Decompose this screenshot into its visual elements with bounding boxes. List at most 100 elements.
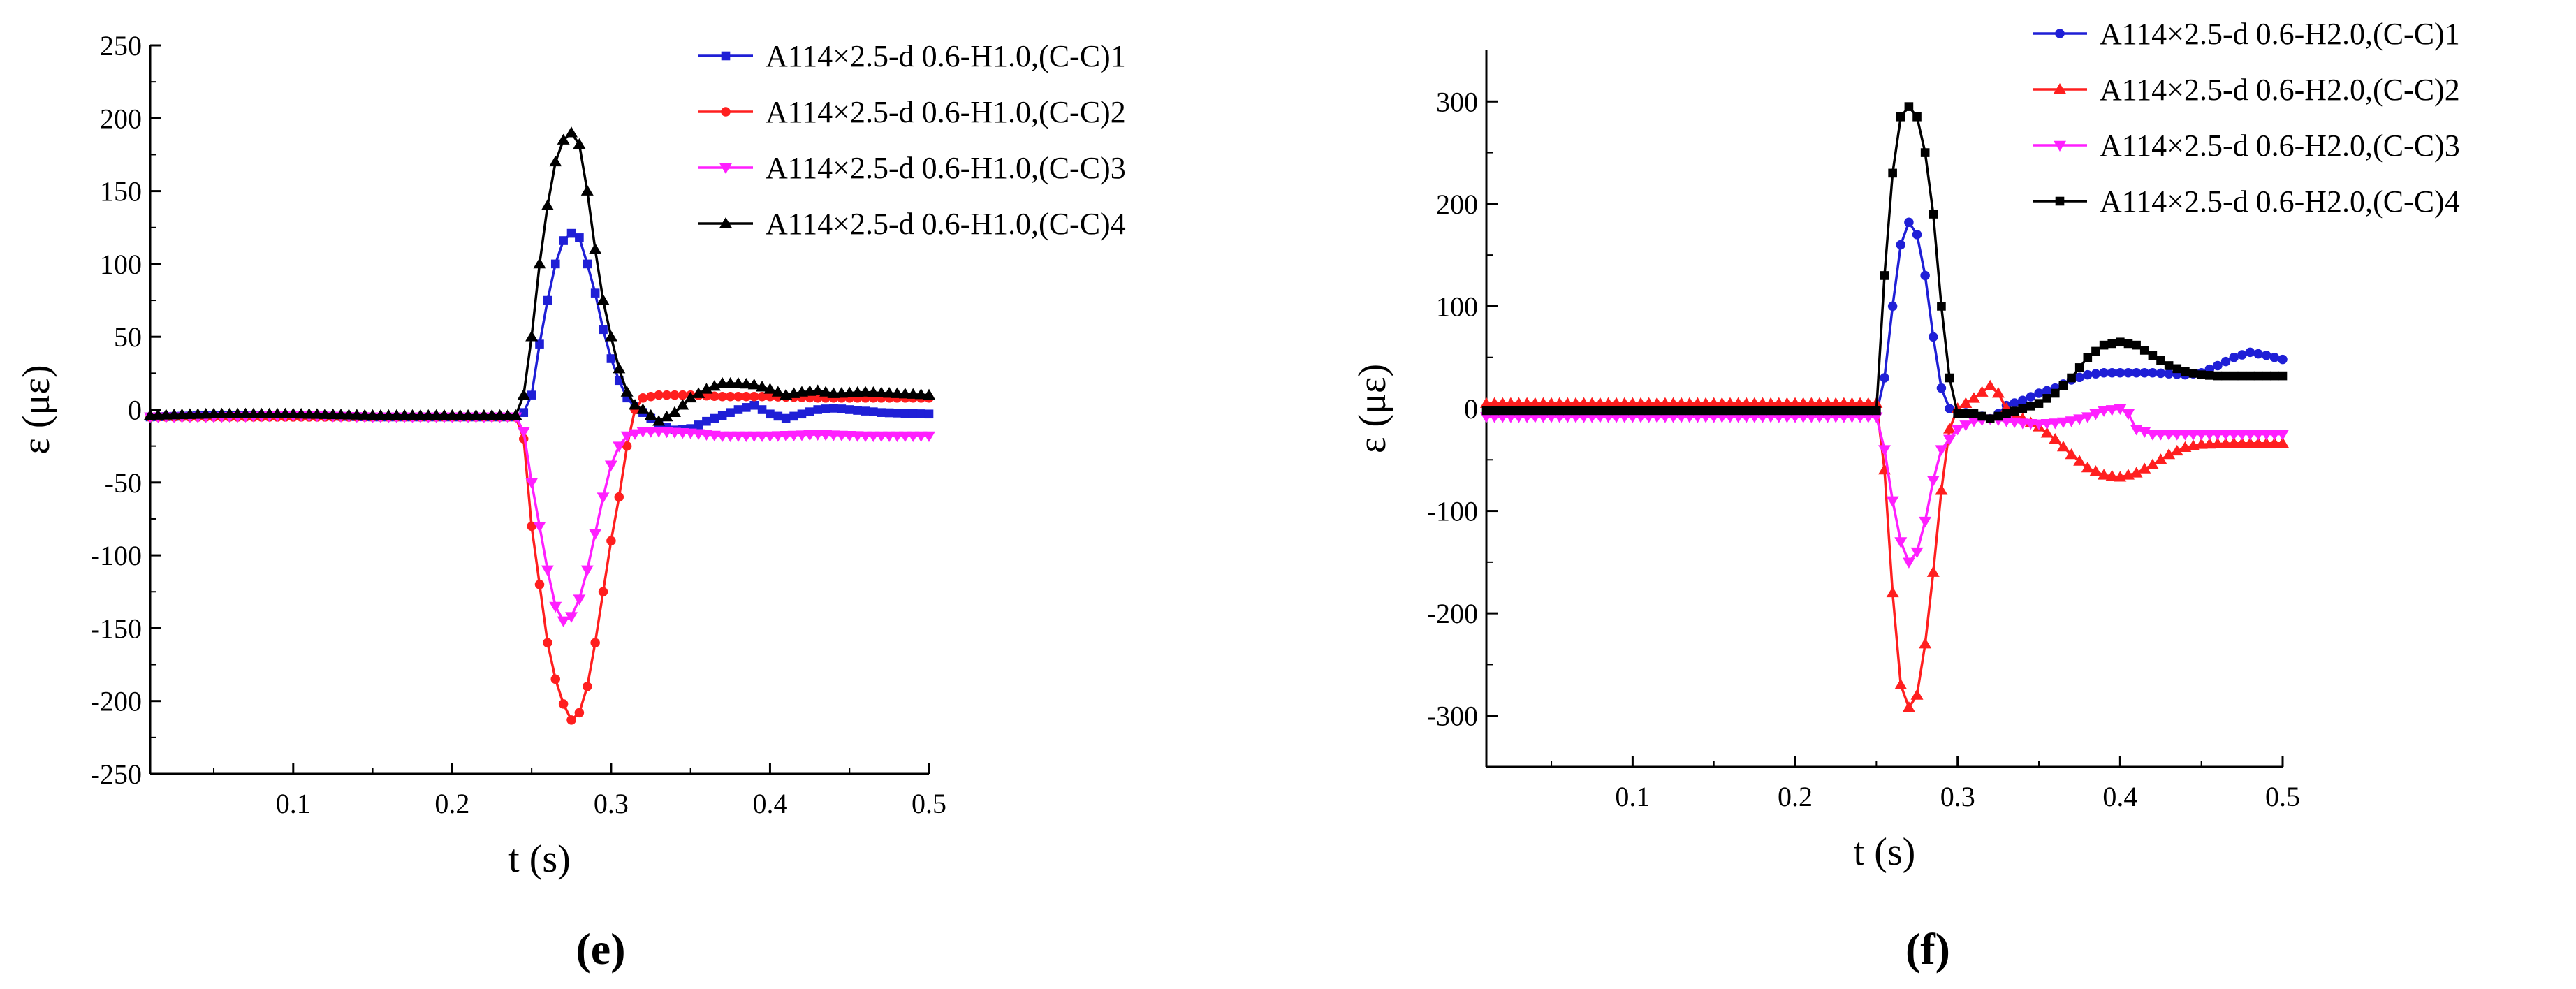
- data-point: [1926, 566, 1940, 577]
- data-point: [1496, 397, 1509, 408]
- data-point: [606, 354, 616, 363]
- data-point: [1480, 397, 1493, 408]
- data-point: [326, 408, 339, 420]
- y-tick-label: 50: [114, 321, 142, 353]
- data-point: [2083, 353, 2093, 362]
- data-point: [638, 393, 648, 403]
- y-tick-label: 150: [100, 176, 142, 207]
- data-point: [1488, 412, 1501, 423]
- data-point: [1861, 412, 1875, 423]
- x-tick-label: 0.3: [594, 788, 629, 819]
- data-point: [485, 409, 499, 420]
- data-point: [1699, 412, 1713, 423]
- data-point: [1480, 412, 1493, 423]
- data-point: [1790, 406, 1800, 416]
- legend-entry-4: A114×2.5-d 0.6-H2.0,(C-C)4: [2033, 184, 2460, 219]
- data-point: [1789, 412, 1802, 423]
- data-point: [2074, 372, 2084, 383]
- data-point: [2091, 369, 2101, 379]
- y-tick-label: 0: [128, 395, 142, 426]
- data-point: [717, 391, 727, 402]
- data-point: [2162, 448, 2176, 460]
- data-point: [2220, 356, 2231, 367]
- legend-marker: [2055, 29, 2065, 38]
- data-point: [2010, 406, 2019, 416]
- data-point: [716, 376, 729, 388]
- data-point: [1699, 397, 1713, 408]
- data-point: [2089, 409, 2102, 420]
- data-point: [773, 411, 783, 421]
- data-point: [914, 431, 928, 443]
- data-point: [1715, 412, 1729, 423]
- data-point: [1821, 412, 1834, 423]
- data-point: [716, 431, 729, 443]
- data-point: [1919, 516, 1932, 528]
- data-point: [731, 431, 745, 443]
- data-point: [1644, 406, 1653, 416]
- legend-entry-1: A114×2.5-d 0.6-H2.0,(C-C)1: [2033, 17, 2460, 51]
- data-point: [891, 387, 904, 398]
- data-point: [2253, 349, 2263, 359]
- data-point: [916, 409, 925, 418]
- data-point: [1815, 406, 1824, 416]
- data-point: [437, 409, 451, 420]
- data-point: [1685, 406, 1695, 416]
- data-point: [1854, 397, 1867, 408]
- data-point: [1888, 168, 1897, 178]
- data-point: [821, 404, 830, 413]
- data-point: [1821, 397, 1834, 408]
- data-point: [1488, 397, 1501, 408]
- data-point: [1725, 406, 1735, 416]
- data-point: [599, 325, 608, 335]
- data-point: [1675, 412, 1688, 423]
- data-point: [1750, 406, 1759, 416]
- data-point: [1864, 406, 1873, 416]
- data-point: [1514, 406, 1523, 416]
- x-tick-label: 0.2: [1778, 781, 1813, 812]
- data-point: [1530, 406, 1540, 416]
- data-point: [590, 638, 600, 648]
- data-point: [2010, 398, 2019, 408]
- data-point: [1878, 445, 1891, 456]
- data-point: [1553, 397, 1566, 408]
- data-point: [589, 529, 602, 540]
- data-point: [1756, 397, 1769, 408]
- series-line: [1486, 219, 2283, 420]
- data-point: [2219, 437, 2232, 448]
- x-tick-label: 0.2: [434, 788, 469, 819]
- data-point: [740, 431, 753, 443]
- data-point: [239, 407, 252, 419]
- data-point: [644, 409, 657, 420]
- data-point: [2244, 430, 2257, 441]
- data-point: [2139, 367, 2149, 378]
- data-point: [757, 405, 767, 414]
- data-point: [549, 155, 562, 167]
- data-point: [398, 409, 411, 420]
- data-point: [469, 409, 483, 420]
- data-point: [726, 408, 735, 417]
- data-point: [1691, 412, 1704, 423]
- data-point: [1766, 406, 1776, 416]
- data-point: [295, 407, 308, 419]
- data-point: [620, 431, 634, 443]
- data-point: [1748, 397, 1761, 408]
- data-point: [2123, 367, 2133, 378]
- data-point: [1959, 397, 1973, 408]
- data-point: [1740, 397, 1753, 408]
- data-point: [1610, 397, 1623, 408]
- data-point: [2162, 430, 2176, 441]
- data-point: [1943, 434, 1956, 446]
- data-point: [580, 565, 594, 576]
- data-point: [2181, 367, 2190, 376]
- data-point: [1789, 397, 1802, 408]
- data-point: [559, 236, 568, 245]
- data-point: [1691, 397, 1704, 408]
- data-point: [2042, 394, 2051, 403]
- data-point: [1805, 412, 1818, 423]
- data-point: [1693, 406, 1702, 416]
- data-point: [1620, 406, 1630, 416]
- data-point: [390, 409, 403, 420]
- data-point: [350, 409, 363, 420]
- data-point: [1481, 406, 1491, 416]
- data-point: [660, 410, 673, 422]
